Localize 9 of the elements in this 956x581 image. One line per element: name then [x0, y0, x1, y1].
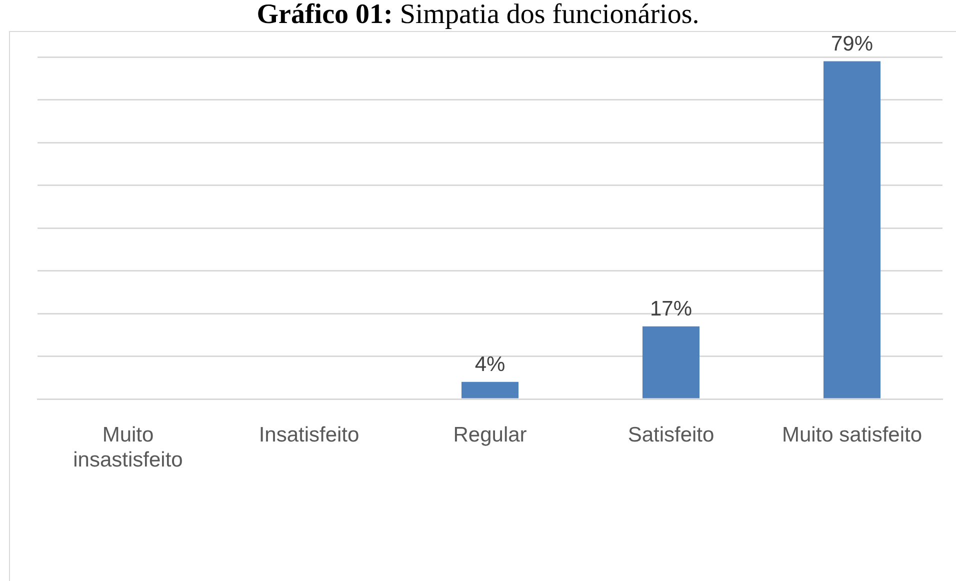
- data-label: 4%: [474, 353, 506, 376]
- x-tick-label: Muito satisfeito: [782, 423, 922, 446]
- x-tick-label: Regular: [453, 423, 527, 446]
- x-tick-label: Muito insastisfeito: [73, 423, 183, 472]
- data-label: 79%: [830, 32, 874, 56]
- x-tick-label: Satisfeito: [628, 423, 714, 446]
- data-label: 17%: [650, 298, 692, 321]
- x-tick-label: Insatisfeito: [258, 423, 360, 446]
- chart-title: Gráfico 01: Simpatia dos funcionários.: [256, 0, 700, 30]
